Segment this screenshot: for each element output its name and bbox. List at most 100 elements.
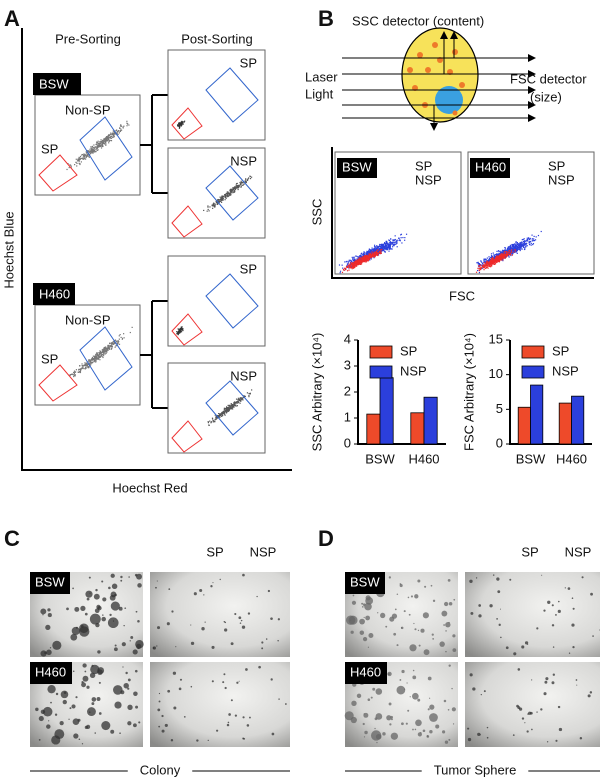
dot xyxy=(353,267,355,269)
particle xyxy=(110,601,120,611)
particle xyxy=(365,595,371,601)
dot xyxy=(93,357,96,359)
dot xyxy=(497,260,499,262)
dot xyxy=(380,250,382,252)
dot xyxy=(354,262,356,265)
dot xyxy=(381,244,383,246)
particle xyxy=(359,630,365,635)
dot xyxy=(354,260,356,262)
dot xyxy=(235,401,237,404)
dot xyxy=(529,240,532,243)
particle xyxy=(405,722,408,725)
dot xyxy=(178,127,181,129)
dot xyxy=(348,263,350,265)
dot xyxy=(116,344,118,347)
dot xyxy=(222,413,224,415)
dot xyxy=(368,257,370,259)
dot xyxy=(398,237,400,239)
dot xyxy=(82,158,84,160)
dot xyxy=(85,366,87,368)
dot xyxy=(503,256,505,258)
dot xyxy=(120,129,123,131)
dot xyxy=(364,256,366,258)
particle xyxy=(190,641,195,646)
dot xyxy=(504,257,506,259)
dot xyxy=(77,371,79,373)
gate-label: Non-SP xyxy=(65,312,111,327)
particle xyxy=(391,613,398,619)
label-box xyxy=(470,158,510,178)
dot xyxy=(176,331,178,333)
dot xyxy=(99,144,101,146)
dot xyxy=(388,243,390,245)
dot xyxy=(374,250,377,253)
dot xyxy=(516,251,518,253)
dot xyxy=(230,189,232,191)
dot xyxy=(381,248,383,251)
dot xyxy=(247,178,249,180)
dot xyxy=(375,247,377,250)
particle xyxy=(75,626,78,629)
particle xyxy=(211,645,215,649)
dot xyxy=(500,252,502,254)
dot xyxy=(523,246,525,248)
dot xyxy=(494,259,497,261)
dot xyxy=(109,345,111,347)
dot xyxy=(105,136,108,138)
particle xyxy=(96,604,101,610)
dot xyxy=(358,256,360,258)
dot xyxy=(483,266,485,269)
particle xyxy=(543,692,547,696)
particle xyxy=(114,701,122,709)
dot xyxy=(230,404,232,406)
dot xyxy=(211,421,213,423)
particle xyxy=(82,675,89,682)
dot xyxy=(107,349,109,351)
dot xyxy=(362,252,364,254)
dot xyxy=(94,151,96,153)
dot xyxy=(377,251,379,253)
dot xyxy=(354,266,356,269)
dot xyxy=(249,175,251,177)
dot xyxy=(249,393,251,395)
dot xyxy=(348,259,350,261)
dot xyxy=(477,261,479,263)
particle xyxy=(452,634,456,638)
particle xyxy=(385,625,388,628)
dot xyxy=(86,366,89,368)
particle xyxy=(526,730,529,733)
dot xyxy=(354,259,356,261)
dot xyxy=(92,149,94,151)
dot xyxy=(498,260,501,262)
dot xyxy=(112,134,115,137)
dot xyxy=(67,163,69,165)
dot xyxy=(382,244,384,246)
dot xyxy=(357,260,359,262)
dot xyxy=(180,329,182,331)
plot-frame xyxy=(167,49,266,141)
bar xyxy=(530,384,544,445)
dot xyxy=(497,258,500,260)
particle xyxy=(122,666,124,668)
dot xyxy=(505,254,507,256)
dot xyxy=(482,267,484,269)
dot xyxy=(95,356,97,359)
dot xyxy=(74,164,76,166)
dot xyxy=(110,345,112,347)
particle xyxy=(97,650,101,654)
dot xyxy=(374,251,376,253)
dot xyxy=(528,243,531,246)
dot xyxy=(483,260,485,262)
dot xyxy=(488,263,491,265)
dot xyxy=(405,233,408,235)
y-label: FSC Arbitrary (×10⁴) xyxy=(461,333,476,451)
dot xyxy=(501,252,504,254)
dot xyxy=(78,160,80,162)
dot xyxy=(478,266,480,268)
particle xyxy=(98,712,102,715)
sample-label: H460 xyxy=(39,286,70,301)
dot xyxy=(238,185,240,187)
dot xyxy=(224,409,226,411)
dot xyxy=(220,198,222,200)
particle xyxy=(470,611,474,615)
